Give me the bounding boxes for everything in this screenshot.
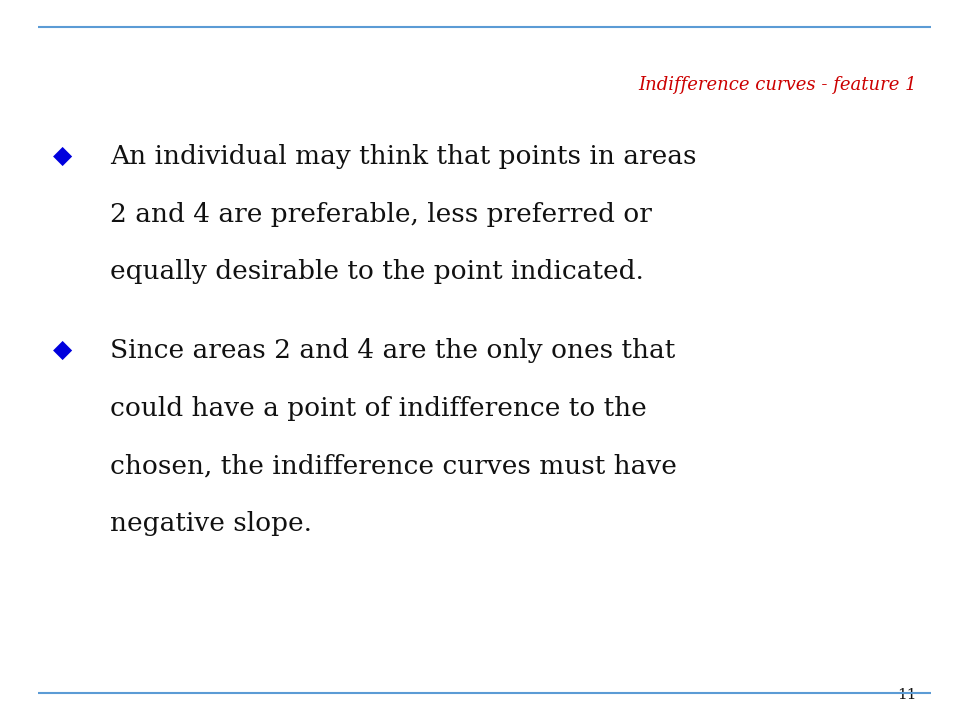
Text: negative slope.: negative slope. [110,511,312,536]
Text: ◆: ◆ [53,338,72,362]
Text: equally desirable to the point indicated.: equally desirable to the point indicated… [110,259,644,284]
Text: chosen, the indifference curves must have: chosen, the indifference curves must hav… [110,454,677,479]
Text: ◆: ◆ [53,144,72,168]
Text: 2 and 4 are preferable, less preferred or: 2 and 4 are preferable, less preferred o… [110,202,652,227]
Text: could have a point of indifference to the: could have a point of indifference to th… [110,396,647,421]
Text: Indifference curves - feature 1: Indifference curves - feature 1 [638,76,917,94]
Text: An individual may think that points in areas: An individual may think that points in a… [110,144,697,169]
Text: Since areas 2 and 4 are the only ones that: Since areas 2 and 4 are the only ones th… [110,338,676,364]
Text: 11: 11 [898,688,917,702]
